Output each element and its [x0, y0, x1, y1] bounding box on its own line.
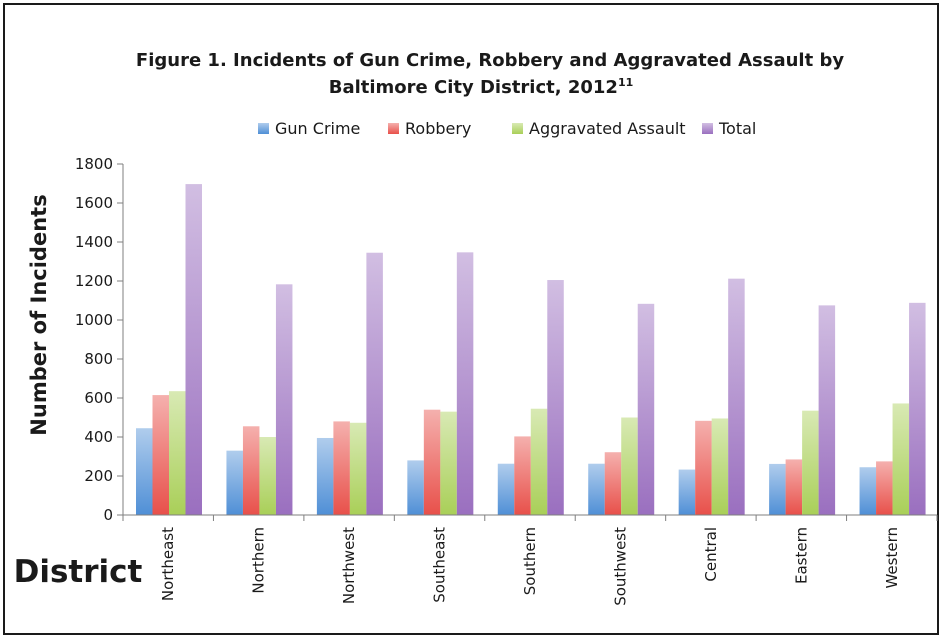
y-tick-label: 800	[84, 350, 113, 368]
x-tick-label-western: Western	[883, 527, 901, 589]
bar-eastern-total	[818, 305, 836, 515]
bar-southeast-total	[456, 252, 474, 515]
bar-central-aggravated-assault	[711, 418, 729, 515]
bar-southwest-robbery	[604, 452, 622, 515]
y-tick-label: 1000	[75, 311, 113, 329]
x-tick-label-southwest: Southwest	[611, 527, 629, 606]
x-tick-label-southeast: Southeast	[431, 527, 449, 603]
y-axis: 0 200 400 600 800 1000 1200 1400 1600 1800	[75, 155, 124, 524]
legend-label-total: Total	[718, 119, 756, 138]
bar-western-aggravated-assault	[892, 403, 910, 515]
y-tick-label: 1200	[75, 272, 113, 290]
bar-northern-aggravated-assault	[259, 437, 276, 515]
bar-eastern-aggravated-assault	[802, 410, 819, 515]
bar-northwest-robbery	[333, 421, 350, 515]
legend-swatch-total	[702, 123, 713, 134]
bar-southern-aggravated-assault	[530, 408, 548, 515]
bar-western-total	[909, 302, 926, 515]
bar-western-gun-crime	[859, 467, 877, 515]
legend-label-gun-crime: Gun Crime	[275, 119, 360, 138]
bar-eastern-robbery	[785, 459, 803, 515]
x-tick-label-northeast: Northeast	[159, 527, 177, 601]
bar-northwest-aggravated-assault	[349, 422, 367, 515]
bar-northeast-total	[185, 184, 202, 515]
bar-northern-robbery	[242, 426, 260, 515]
chart-legend: Gun Crime Robbery Aggravated Assault Total	[258, 119, 756, 138]
chart-title-superscript: 11	[618, 76, 633, 89]
x-tick-label-northern: Northern	[250, 527, 268, 594]
bar-northeast-gun-crime	[136, 428, 153, 515]
chart-title-line2: Baltimore City District, 201211	[329, 76, 634, 98]
chart-title-line2-text: Baltimore City District, 2012	[329, 77, 618, 98]
legend-swatch-aggravated-assault	[512, 123, 523, 134]
bar-northwest-total	[366, 252, 383, 515]
y-tick-label: 1400	[75, 233, 113, 251]
y-tick-label: 600	[84, 389, 113, 407]
bar-northeast-robbery	[152, 395, 169, 515]
bar-central-robbery	[695, 420, 712, 515]
legend-label-robbery: Robbery	[405, 119, 471, 138]
legend-swatch-robbery	[388, 123, 399, 134]
bar-southwest-gun-crime	[588, 463, 605, 515]
bar-eastern-gun-crime	[769, 463, 786, 515]
x-axis-label: District	[14, 554, 143, 590]
bar-southern-robbery	[514, 436, 531, 515]
x-tick-label-southern: Southern	[521, 527, 539, 595]
y-axis-label: Number of Incidents	[27, 194, 51, 435]
plot-area	[136, 184, 926, 515]
bar-northern-gun-crime	[226, 450, 243, 515]
bar-southwest-total	[637, 303, 655, 515]
bar-southern-total	[547, 280, 564, 515]
x-tick-label-central: Central	[702, 527, 720, 582]
legend-swatch-gun-crime	[258, 123, 269, 134]
x-tick-label-eastern: Eastern	[792, 527, 810, 584]
bar-southwest-aggravated-assault	[621, 417, 638, 515]
y-tick-label: 200	[84, 467, 113, 485]
y-tick-label: 1800	[75, 155, 113, 173]
y-tick-label: 400	[84, 428, 113, 446]
bar-central-total	[728, 278, 745, 515]
bar-northwest-gun-crime	[316, 437, 334, 515]
bar-southern-gun-crime	[497, 463, 515, 515]
bar-southeast-aggravated-assault	[440, 411, 457, 515]
chart-title: Figure 1. Incidents of Gun Crime, Robber…	[136, 50, 844, 71]
legend-label-aggravated-assault: Aggravated Assault	[529, 119, 686, 138]
bar-southeast-gun-crime	[407, 460, 424, 515]
y-tick-label: 0	[103, 506, 113, 524]
x-tick-label-northwest: Northwest	[340, 527, 358, 604]
bar-northern-total	[275, 284, 293, 515]
bar-western-robbery	[876, 461, 893, 515]
y-tick-label: 1600	[75, 194, 113, 212]
bar-central-gun-crime	[678, 469, 696, 515]
x-axis: Northeast Northern Northwest Southeast South…	[122, 514, 938, 606]
bar-northeast-aggravated-assault	[169, 391, 186, 515]
bar-southeast-robbery	[423, 409, 441, 515]
